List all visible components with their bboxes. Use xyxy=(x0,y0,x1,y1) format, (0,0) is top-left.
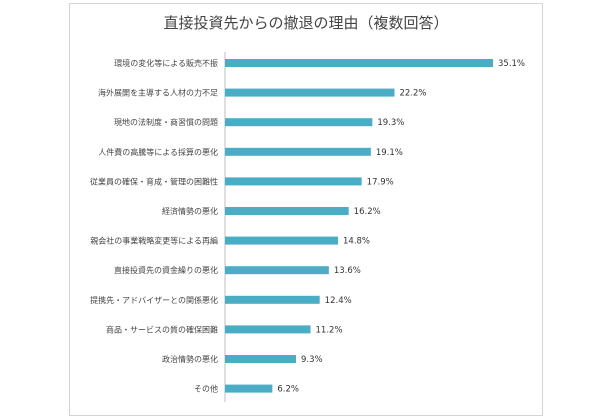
value-label: 12.4% xyxy=(325,296,352,306)
bar xyxy=(225,266,329,275)
category-label: 親会社の事業戦略変更等による再編 xyxy=(90,236,218,246)
value-label: 19.3% xyxy=(377,118,404,128)
bar xyxy=(225,177,362,186)
value-label: 35.1% xyxy=(498,59,525,69)
bar xyxy=(225,88,395,97)
value-label: 14.8% xyxy=(343,237,370,247)
category-label: その他 xyxy=(194,384,218,394)
bar xyxy=(225,207,349,215)
category-label: 海外展開を主導する人材の力不足 xyxy=(98,88,218,98)
value-label: 19.1% xyxy=(376,148,403,158)
bar xyxy=(225,295,320,304)
value-label: 22.2% xyxy=(400,89,427,99)
category-label: 政治情勢の悪化 xyxy=(162,354,218,364)
bar xyxy=(225,384,273,393)
category-label: 経済情勢の悪化 xyxy=(162,206,218,216)
value-label: 6.2% xyxy=(277,385,299,395)
bar xyxy=(225,59,493,67)
bar xyxy=(225,355,297,363)
chart-title: 直接投資先からの撤退の理由（複数回答） xyxy=(163,14,449,32)
bar xyxy=(225,147,371,156)
value-label: 9.3% xyxy=(301,355,323,365)
bar xyxy=(225,236,339,245)
category-label: 提携先・アドバイザーとの関係悪化 xyxy=(90,295,218,305)
bar xyxy=(225,325,311,334)
value-label: 11.2% xyxy=(316,325,343,335)
category-label: 従業員の確保・育成・管理の困難性 xyxy=(90,176,218,186)
value-label: 17.9% xyxy=(367,177,394,187)
category-label: 商品・サービスの質の確保困難 xyxy=(106,324,218,334)
value-label: 13.6% xyxy=(334,266,361,276)
value-label: 16.2% xyxy=(354,207,381,217)
bar xyxy=(225,118,373,127)
category-label: 直接投資先の資金繰りの悪化 xyxy=(114,265,218,275)
category-label: 人件費の高騰等による採算の悪化 xyxy=(98,147,218,157)
category-label: 現地の法制度・商習慣の問題 xyxy=(114,117,218,127)
category-label: 環境の変化等による販売不振 xyxy=(114,58,218,68)
